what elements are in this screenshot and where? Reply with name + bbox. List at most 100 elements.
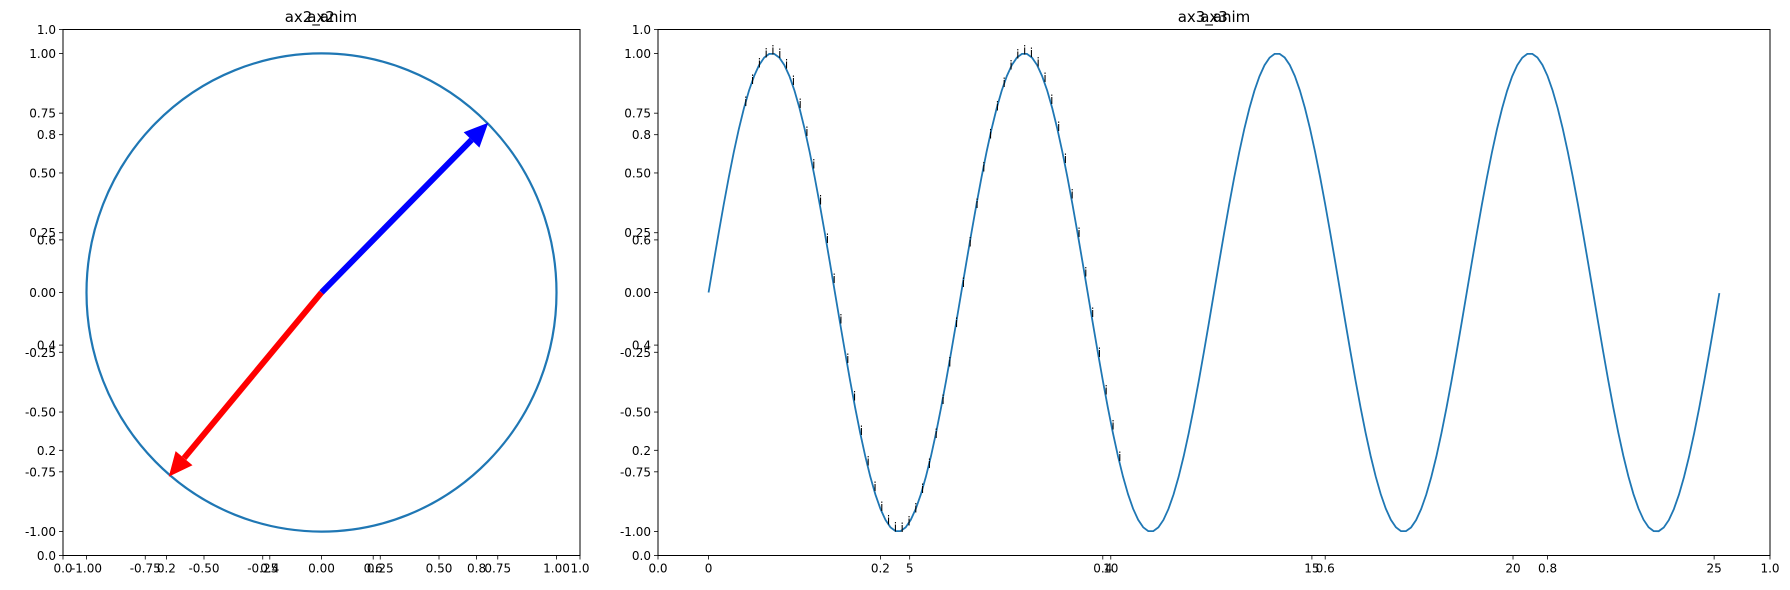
sine-marker-label: i	[1009, 59, 1012, 73]
sine-plot-ytick-label: -1.00	[620, 525, 651, 539]
sine-plot-panel: 0 5 10 15 20 25-1.00-0.75-0.50-0.250.000.250.…	[620, 8, 1780, 576]
sine-marker-label: i	[758, 57, 761, 71]
sine-marker-label: i	[907, 514, 910, 528]
sine-marker-label: i	[989, 128, 992, 142]
sine-marker-label: i	[948, 356, 951, 370]
sine-marker-label: i	[928, 457, 931, 471]
sine-plot-ytick-label: 0.50	[624, 166, 651, 180]
sine-marker-label: i	[812, 157, 815, 171]
sine-marker-label: i	[1077, 226, 1080, 240]
circle-plot-xtick-label: -1.00	[71, 562, 102, 576]
circle-plot-overlay-ytick-label: 0.2	[37, 444, 56, 458]
circle-plot-xtick-label: 1.00	[543, 562, 570, 576]
sine-marker-label: i	[833, 272, 836, 286]
sine-marker-label: i	[1091, 306, 1094, 320]
sine-marker-label: i	[778, 47, 781, 61]
circle-plot-title-left: ax2	[307, 8, 335, 26]
circle-plot-xtick-label: -0.50	[188, 562, 219, 576]
sine-plot-overlay-ytick-label: 0.2	[632, 444, 651, 458]
circle-plot-ytick-label: 0.75	[29, 107, 56, 121]
circle-plot-ytick-label: -0.75	[25, 465, 56, 479]
circle-plot-xtick-label: 0.50	[426, 562, 453, 576]
sine-marker-label: i	[894, 521, 897, 535]
sine-wave-line	[707, 52, 1721, 533]
circle-plot-ytick-label: 0.50	[29, 166, 56, 180]
sine-marker-label: i	[771, 43, 774, 57]
sine-marker-label: i	[1098, 346, 1101, 360]
sine-plot-ytick-label: 0.75	[624, 107, 651, 121]
sine-marker-label: i	[819, 193, 822, 207]
sine-plot-overlay-xtick-label: 0.8	[1538, 562, 1557, 576]
sine-plot-frame	[657, 29, 1771, 556]
sine-plot-ytick-label: 1.00	[624, 47, 651, 61]
sine-marker-label: i	[1003, 76, 1006, 90]
blue-arrow-shaft	[319, 137, 474, 295]
sine-plot-overlay-xtick-label: 0.6	[1316, 562, 1335, 576]
sine-plot-xtick-label: 5	[906, 562, 914, 576]
sine-marker-label: i	[1016, 48, 1019, 62]
circle-plot-overlay-ytick-label: 0.8	[37, 128, 56, 142]
sine-plot-title-left: ax3	[1200, 8, 1228, 26]
circle-plot-ytick-label: 0.00	[29, 286, 56, 300]
circle-plot-ytick-label: 1.00	[29, 47, 56, 61]
sine-marker-label: i	[1105, 384, 1108, 398]
sine-marker-label: i	[1064, 152, 1067, 166]
sine-marker-label: i	[914, 501, 917, 515]
circle-plot-overlay-ytick-label: 0.6	[37, 233, 56, 247]
circle-plot-xtick-label: 0.75	[484, 562, 511, 576]
sine-plot-overlay-ytick-label: 1.0	[632, 23, 651, 37]
circle-plot-ytick-label: -1.00	[25, 525, 56, 539]
sine-plot-title-right: ax3_anim	[1178, 8, 1251, 27]
sine-marker-label: i	[969, 236, 972, 250]
sine-marker-label: i	[1071, 188, 1074, 202]
circle-plot-xtick-label: 0.00	[308, 562, 335, 576]
unit-circle-line	[85, 52, 558, 533]
sine-marker-label: i	[792, 74, 795, 88]
sine-plot-overlay-ytick-label: 0.6	[632, 233, 651, 247]
sine-plot-xtick-label: 0	[705, 562, 713, 576]
sine-marker-label: i	[880, 500, 883, 514]
red-arrow-head	[168, 451, 193, 477]
sine-marker-label: i	[785, 57, 788, 71]
circle-plot-overlay-xtick-label: 0.8	[467, 562, 486, 576]
circle-plot-overlay-ytick-label: 0.0	[37, 549, 56, 563]
sine-plot-overlay-xtick-label: 1.0	[1760, 562, 1779, 576]
circle-plot-ticks: -1.00 -0.75 -0.50 -0.25 0.00 0.25 0.50 0.75 1.00…	[25, 23, 590, 576]
sine-marker-label: i	[867, 454, 870, 468]
sine-marker-label: i	[921, 482, 924, 496]
circle-plot-ytick-label: 0.25	[29, 226, 56, 240]
sine-plot-overlay-ytick-label: 0.4	[632, 339, 651, 353]
sine-marker-label: i	[955, 316, 958, 330]
sine-plot-overlay-xtick-label: 0.0	[648, 562, 667, 576]
sine-plot-xtick-label: 15	[1304, 562, 1319, 576]
circle-plot-overlay-xtick-label: 0.2	[157, 562, 176, 576]
sine-marker-label: i	[1057, 120, 1060, 134]
sine-marker-label: i	[853, 389, 856, 403]
sine-marker-label: i	[839, 312, 842, 326]
sine-marker-label: i	[901, 521, 904, 535]
sine-marker-label: i	[1030, 46, 1033, 60]
sine-marker-label: i	[996, 99, 999, 113]
sine-plot-overlay-ytick-label: 0.8	[632, 128, 651, 142]
sine-marker-label: i	[962, 276, 965, 290]
sine-plot-overlay-ytick-label: 0.0	[632, 549, 651, 563]
sine-plot-overlay-xtick-label: 0.4	[1093, 562, 1112, 576]
circle-plot-xtick-label: -0.25	[247, 562, 278, 576]
sine-plot-ytick-label: -0.75	[620, 465, 651, 479]
circle-plot-overlay-xtick-label: 0.0	[53, 562, 72, 576]
sine-plot-ytick-label: 0.25	[624, 226, 651, 240]
sine-marker-label: i	[873, 480, 876, 494]
circle-plot-overlay-xtick-label: 0.6	[364, 562, 383, 576]
sine-marker-label: i	[1023, 43, 1026, 57]
sine-plot-overlay-xtick-label: 0.2	[871, 562, 890, 576]
sine-plot-ytick-label: -0.25	[620, 346, 651, 360]
sine-plot-ytick-label: -0.50	[620, 406, 651, 420]
sine-marker-label: i	[1050, 93, 1053, 107]
sine-plot-ytick-label: 0.00	[624, 286, 651, 300]
circle-plot-ytick-label: -0.25	[25, 346, 56, 360]
sine-marker-label: i	[744, 95, 747, 109]
sine-marker-label: i	[982, 161, 985, 175]
sine-marker-label: i	[1084, 266, 1087, 280]
sine-marker-label: i	[860, 424, 863, 438]
